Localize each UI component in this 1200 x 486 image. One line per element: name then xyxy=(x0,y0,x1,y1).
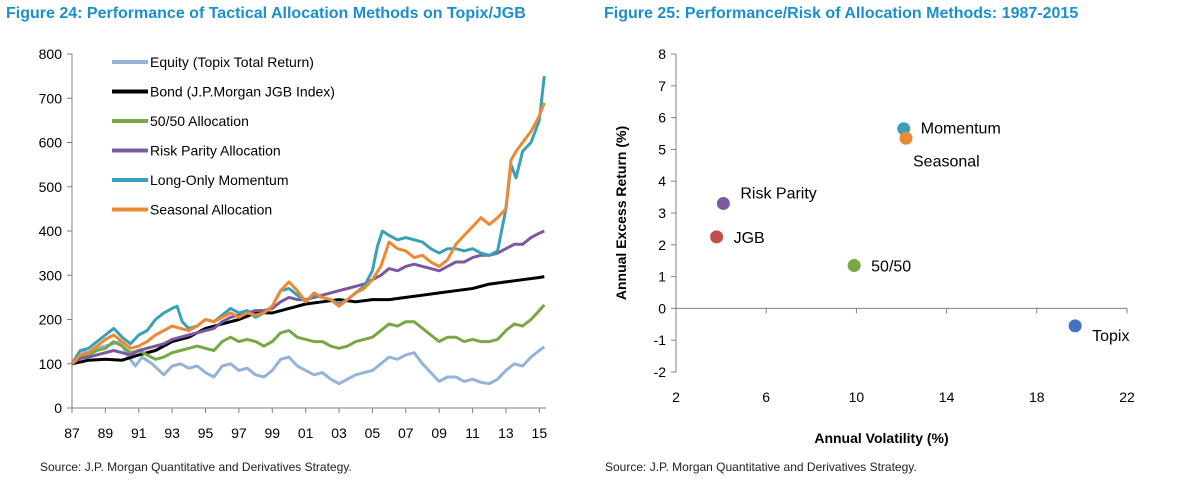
x-tick-label: 99 xyxy=(264,425,280,441)
y-tick-label: 200 xyxy=(39,312,63,328)
x-tick-label: 87 xyxy=(64,425,80,441)
x-tick-label: 95 xyxy=(198,425,214,441)
figure-24-title: Figure 24: Performance of Tactical Alloc… xyxy=(6,5,526,22)
x-tick-label: 97 xyxy=(231,425,247,441)
y-tick-label: 4 xyxy=(658,173,666,189)
legend-label-50-50-allocation: 50/50 Allocation xyxy=(150,113,249,129)
x-tick-label: 2 xyxy=(672,389,680,405)
x-tick-label: 93 xyxy=(164,425,180,441)
y-tick-label: 100 xyxy=(39,356,63,372)
y-tick-label: -1 xyxy=(654,332,667,348)
series-line-50-50-allocation xyxy=(70,303,546,365)
y-tick-label: 300 xyxy=(39,267,63,283)
legend-label-risk-parity-allocation: Risk Parity Allocation xyxy=(150,143,281,159)
x-tick-label: 07 xyxy=(398,425,414,441)
series-line-seasonal-allocation xyxy=(70,102,546,365)
y-tick-label: 3 xyxy=(658,205,666,221)
point-label-topix: Topix xyxy=(1092,328,1129,345)
y-tick-label: 5 xyxy=(658,141,666,157)
x-tick-label: 18 xyxy=(1029,389,1045,405)
scatter-point-jgb xyxy=(710,230,724,244)
x-tick-label: 13 xyxy=(498,425,514,441)
y-tick-label: 800 xyxy=(39,46,63,62)
x-tick-label: 05 xyxy=(365,425,381,441)
point-label-risk-parity: Risk Parity xyxy=(740,185,816,202)
y-tick-label: 400 xyxy=(39,223,63,239)
point-label-momentum: Momentum xyxy=(921,121,1001,138)
scatter-point-risk-parity xyxy=(716,196,730,210)
x-tick-label: 22 xyxy=(1119,389,1135,405)
scatter-point-seasonal xyxy=(899,131,913,145)
y-tick-label: 7 xyxy=(658,78,666,94)
legend-label-bond-j-p-morgan-jgb-index: Bond (J.P.Morgan JGB Index) xyxy=(150,84,335,100)
y-tick-label: 0 xyxy=(54,400,62,416)
point-label-50-50: 50/50 xyxy=(871,258,911,275)
figure-25-title: Figure 25: Performance/Risk of Allocatio… xyxy=(604,5,1079,22)
point-label-seasonal: Seasonal xyxy=(913,153,980,170)
point-label-jgb: JGB xyxy=(734,230,765,247)
y-tick-label: 500 xyxy=(39,179,63,195)
y-tick-label: -2 xyxy=(654,364,667,380)
x-tick-label: 91 xyxy=(131,425,147,441)
figure-24-line-chart: 0 100 200 300 400 500 600 700 800 87 89 91 93 95 97 99 0… xyxy=(39,46,548,441)
x-tick-label: 11 xyxy=(465,425,480,441)
y-tick-label: 0 xyxy=(658,300,666,316)
series-line-long-only-momentum xyxy=(70,75,546,365)
y-axis-title: Annual Excess Return (%) xyxy=(613,126,629,300)
x-tick-label: 89 xyxy=(98,425,114,441)
x-tick-label: 6 xyxy=(762,389,770,405)
series-line-bond-j-p-morgan-jgb-index xyxy=(71,275,545,366)
y-tick-label: 6 xyxy=(658,110,666,126)
x-tick-label: 09 xyxy=(431,425,447,441)
legend-label-equity-topix-total-return: Equity (Topix Total Return) xyxy=(150,54,314,70)
x-tick-label: 14 xyxy=(939,389,955,405)
figure-24-source: Source: J.P. Morgan Quantitative and Der… xyxy=(40,460,352,474)
y-tick-label: 8 xyxy=(658,46,666,62)
y-tick-label: 2 xyxy=(658,237,666,253)
legend-label-long-only-momentum: Long-Only Momentum xyxy=(150,172,289,188)
legend-label-seasonal-allocation: Seasonal Allocation xyxy=(150,202,272,218)
x-tick-label: 15 xyxy=(532,425,548,441)
scatter-point-50-50 xyxy=(847,258,861,272)
x-tick-label: 01 xyxy=(298,425,314,441)
x-axis-title: Annual Volatility (%) xyxy=(814,430,948,446)
y-tick-label: 1 xyxy=(658,269,666,285)
scatter-point-topix xyxy=(1068,319,1082,333)
y-tick-label: 700 xyxy=(39,90,63,106)
x-tick-label: 03 xyxy=(331,425,347,441)
y-tick-label: 600 xyxy=(39,135,63,151)
series-line-equity-topix-total-return xyxy=(70,340,546,386)
x-tick-label: 10 xyxy=(849,389,865,405)
figure-25-source: Source: J.P. Morgan Quantitative and Der… xyxy=(605,460,917,474)
